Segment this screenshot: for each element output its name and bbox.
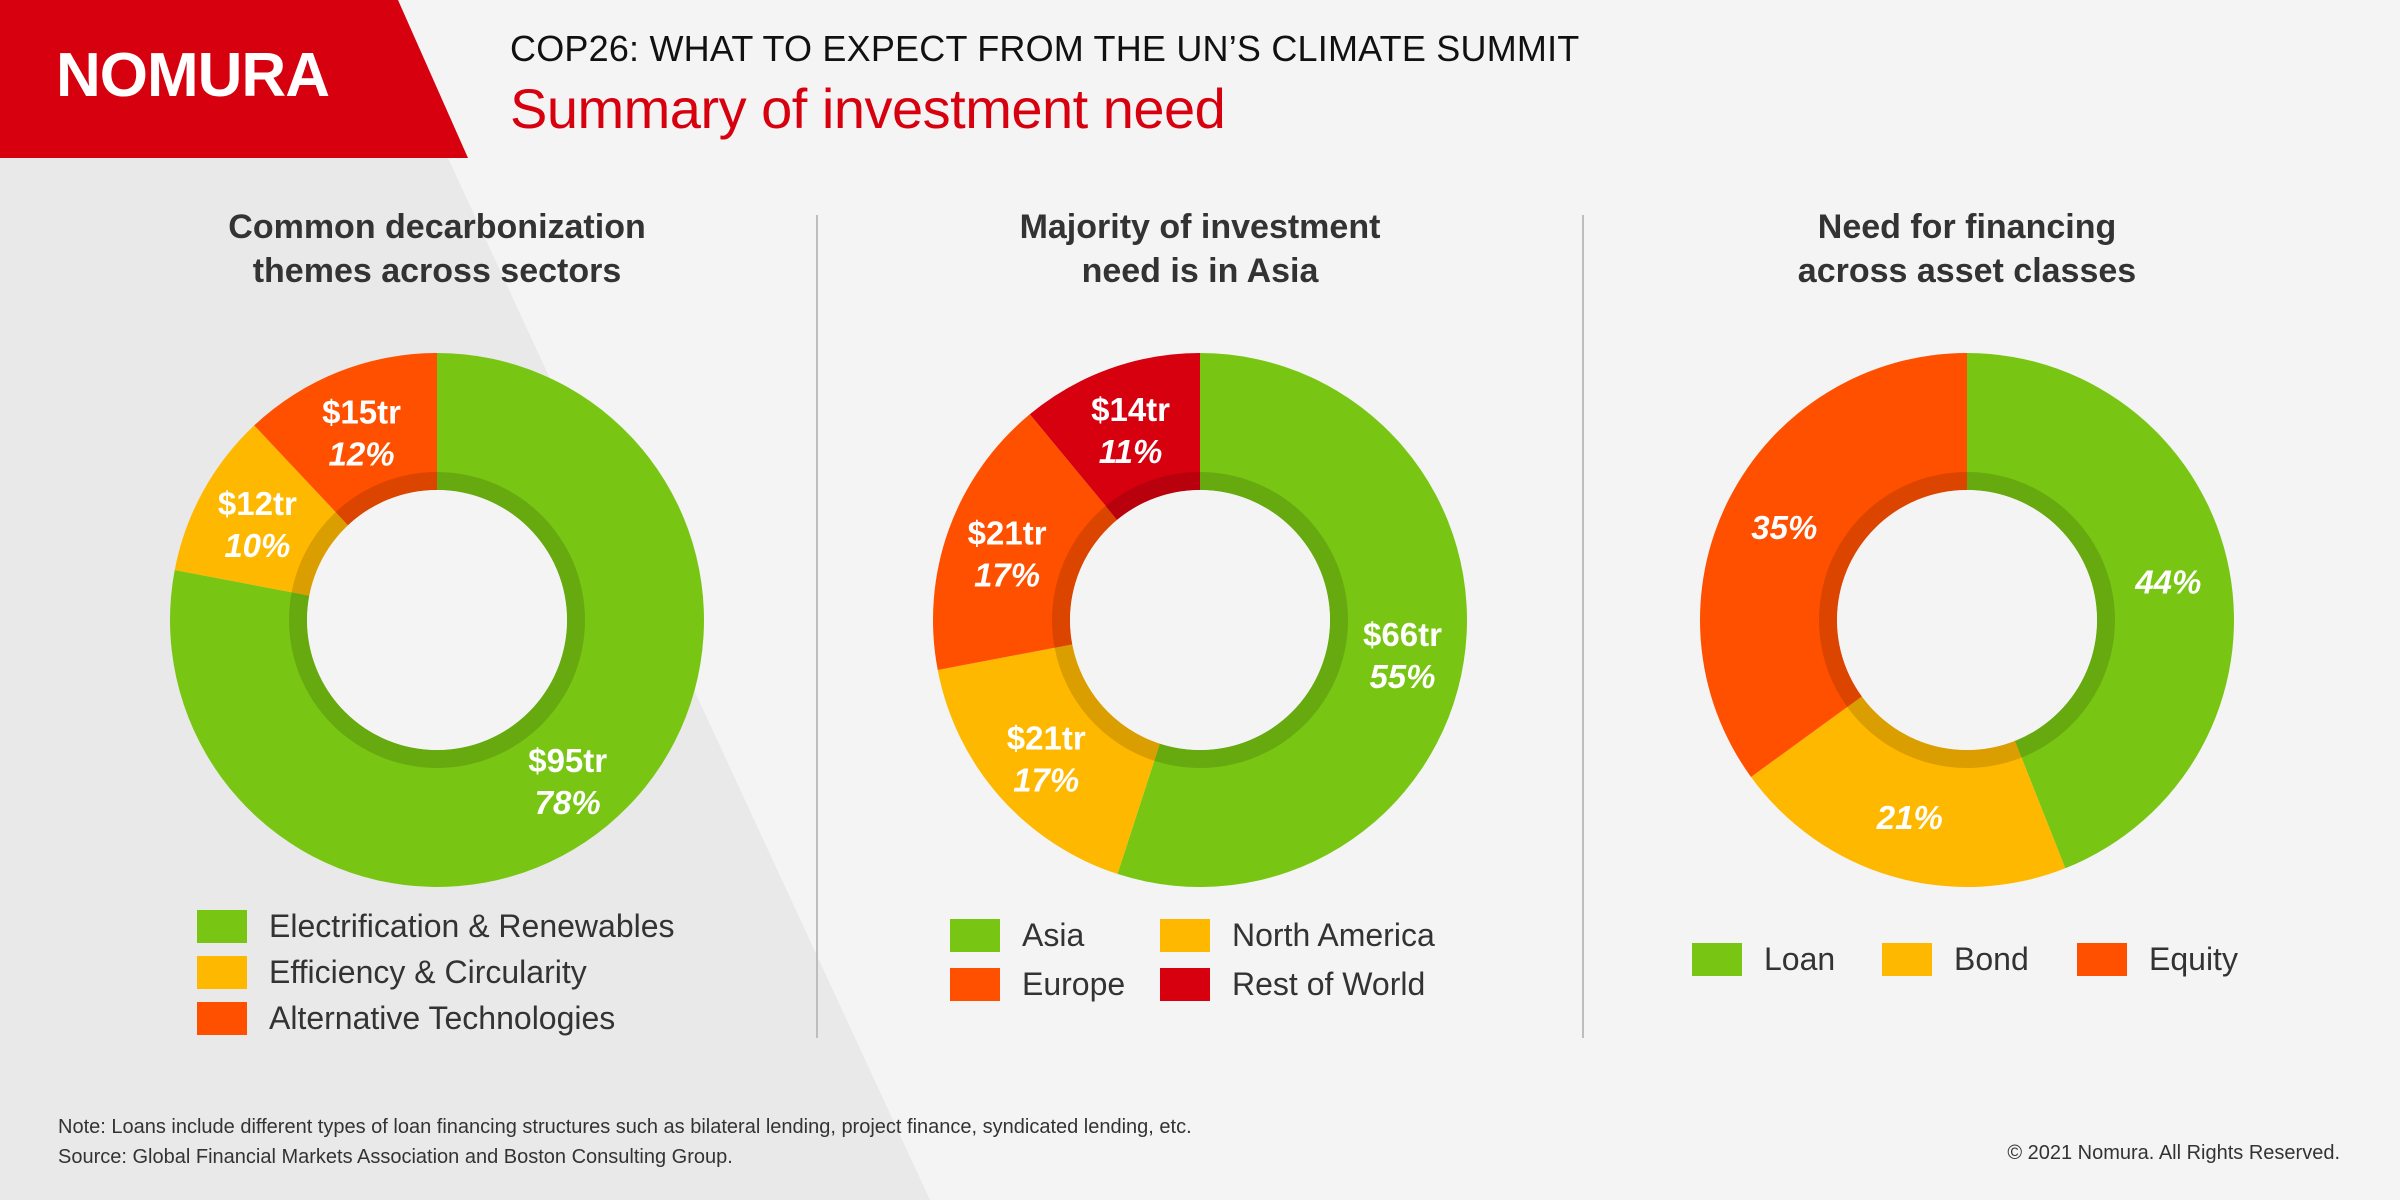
divider-left bbox=[816, 215, 818, 1038]
page-title: COP26: WHAT TO EXPECT FROM THE UN’S CLIM… bbox=[510, 28, 1580, 69]
footnote-source: Source: Global Financial Markets Associa… bbox=[58, 1146, 733, 1168]
slice-rest-of-world bbox=[1029, 353, 1200, 520]
data-label-percent: 44% bbox=[2134, 564, 2201, 601]
slice-inner-ring bbox=[291, 512, 349, 596]
chart-title-line-2: across asset classes bbox=[1797, 252, 2137, 290]
data-label-percent: 10% bbox=[224, 527, 290, 564]
data-label-percent: 11% bbox=[1099, 433, 1163, 470]
chart-panel-regions: Majority of investment need is in Asia $… bbox=[820, 205, 1580, 1085]
chart-panel-asset-classes: Need for financing across asset classes … bbox=[1587, 205, 2347, 1085]
data-label-amount: $15tr bbox=[322, 393, 401, 430]
donut-chart-asset-classes: 44% 21% 35% bbox=[1700, 353, 2234, 887]
chart-title-line-2: themes across sectors bbox=[252, 252, 622, 290]
slice-inner-ring bbox=[1847, 696, 2022, 769]
legend-swatch bbox=[1882, 943, 1932, 976]
donut-chart-themes: $95tr 78% $12tr 10% $15tr 12% bbox=[169, 353, 704, 887]
slice-inner-ring bbox=[1054, 644, 1160, 761]
slice-inner-ring bbox=[1105, 472, 1200, 520]
chart-title-line-2: need is in Asia bbox=[1081, 252, 1319, 290]
chart-title: Majority of investment need is in Asia bbox=[820, 205, 1580, 293]
legend-label: Alternative Technologies bbox=[269, 1000, 616, 1036]
chart-panel-themes: Common decarbonization themes across sec… bbox=[57, 205, 817, 1085]
data-label-percent: 17% bbox=[974, 557, 1040, 594]
footnote: Note: Loans include different types of l… bbox=[58, 1112, 1192, 1172]
legend-label: Electrification & Renewables bbox=[269, 908, 675, 944]
data-label-amount: $21tr bbox=[1007, 720, 1086, 757]
legend-swatch bbox=[1160, 919, 1210, 952]
footnote-note: Note: Loans include different types of l… bbox=[58, 1116, 1192, 1138]
data-label-percent: 78% bbox=[535, 784, 601, 821]
legend-label: Equity bbox=[2149, 941, 2238, 977]
legend-swatch bbox=[950, 968, 1000, 1001]
copyright: © 2021 Nomura. All Rights Reserved. bbox=[2007, 1142, 2340, 1164]
donut-hole bbox=[1837, 490, 2097, 750]
slice-inner-ring bbox=[335, 472, 437, 526]
data-label-percent: 21% bbox=[1876, 799, 1943, 836]
chart-title-line-1: Common decarbonization bbox=[228, 208, 646, 246]
legend-swatch bbox=[197, 956, 247, 989]
data-label-amount: $21tr bbox=[968, 515, 1047, 552]
legend-swatch bbox=[2077, 943, 2127, 976]
slice-north-america bbox=[937, 644, 1160, 874]
donut-hole bbox=[1070, 490, 1330, 750]
slice-inner-ring bbox=[1052, 505, 1118, 648]
legend-label: Asia bbox=[1022, 917, 1085, 953]
donut-chart-regions: $66tr 55% $21tr 17% $21tr 17% $14tr 11% bbox=[933, 353, 1468, 888]
slice-inner-ring bbox=[1967, 472, 2115, 758]
slice-efficiency-circularity bbox=[174, 425, 349, 596]
slice-electrification-renewables bbox=[169, 353, 704, 887]
slice-europe bbox=[933, 414, 1118, 671]
slice-bond bbox=[1750, 696, 2066, 887]
donut-hole bbox=[307, 490, 567, 750]
data-label-amount: $14tr bbox=[1091, 391, 1170, 428]
data-label-amount: $66tr bbox=[1363, 616, 1442, 653]
legend-swatch bbox=[197, 910, 247, 943]
slice-inner-ring bbox=[1819, 472, 1967, 707]
legend-label: Bond bbox=[1954, 941, 2029, 977]
data-label-percent: 35% bbox=[1751, 509, 1817, 546]
data-label-percent: 55% bbox=[1369, 658, 1435, 695]
legend-label: Efficiency & Circularity bbox=[269, 954, 587, 990]
legend-label: Loan bbox=[1764, 941, 1836, 977]
legend-swatch bbox=[197, 1002, 247, 1035]
legend-swatch bbox=[950, 919, 1000, 952]
page-subtitle: Summary of investment need bbox=[510, 77, 1226, 140]
legend-label: Rest of World bbox=[1232, 966, 1426, 1002]
legend-swatch bbox=[1160, 968, 1210, 1001]
data-label-amount: $12tr bbox=[218, 485, 297, 522]
data-label-percent: 12% bbox=[329, 435, 395, 472]
chart-title: Common decarbonization themes across sec… bbox=[57, 205, 817, 293]
logo-banner bbox=[0, 0, 468, 158]
chart-title-line-1: Need for financing bbox=[1817, 208, 2117, 246]
chart-title-line-1: Majority of investment bbox=[1019, 208, 1381, 246]
legend-label: Europe bbox=[1022, 966, 1126, 1002]
legend-label: North America bbox=[1232, 917, 1435, 953]
chart-title: Need for financing across asset classes bbox=[1587, 205, 2347, 293]
data-label-percent: 17% bbox=[1013, 762, 1079, 799]
nomura-logo: NOMURA bbox=[56, 41, 330, 110]
divider-right bbox=[1582, 215, 1584, 1038]
data-label-amount: $95tr bbox=[528, 742, 607, 779]
legend-swatch bbox=[1692, 943, 1742, 976]
